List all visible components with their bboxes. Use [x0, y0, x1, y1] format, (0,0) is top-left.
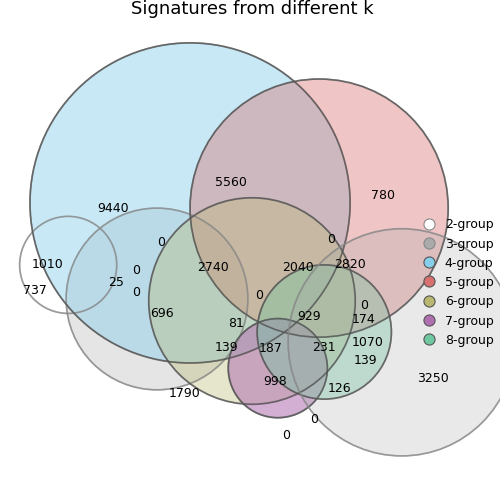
Text: 2740: 2740	[197, 262, 229, 275]
Text: 187: 187	[259, 342, 283, 355]
Text: 231: 231	[312, 341, 336, 354]
Text: 25: 25	[108, 276, 123, 289]
Text: 0: 0	[328, 232, 336, 245]
Text: 0: 0	[282, 429, 290, 442]
Circle shape	[20, 216, 117, 313]
Text: 139: 139	[214, 341, 238, 354]
Text: 81: 81	[229, 317, 244, 330]
Text: 1790: 1790	[169, 388, 201, 401]
Text: 2820: 2820	[334, 259, 366, 271]
Text: 0: 0	[133, 286, 140, 299]
Text: 998: 998	[263, 375, 287, 388]
Text: 737: 737	[23, 284, 47, 297]
Legend: 2-group, 3-group, 4-group, 5-group, 6-group, 7-group, 8-group: 2-group, 3-group, 4-group, 5-group, 6-gr…	[422, 218, 493, 347]
Circle shape	[190, 79, 448, 337]
Text: 929: 929	[297, 310, 321, 323]
Circle shape	[149, 198, 355, 404]
Circle shape	[288, 229, 504, 456]
Text: 174: 174	[352, 313, 375, 326]
Text: 0: 0	[310, 413, 318, 426]
Circle shape	[30, 43, 350, 363]
Text: 0: 0	[360, 299, 368, 311]
Circle shape	[257, 265, 392, 399]
Text: 9440: 9440	[97, 202, 129, 215]
Text: 780: 780	[371, 189, 395, 202]
Text: 3250: 3250	[417, 372, 449, 385]
Text: 0: 0	[255, 289, 263, 302]
Text: 1070: 1070	[352, 336, 384, 349]
Title: Signatures from different k: Signatures from different k	[131, 0, 373, 18]
Circle shape	[228, 319, 328, 418]
Text: 5560: 5560	[215, 176, 247, 189]
Text: 0: 0	[133, 264, 140, 277]
Text: 2040: 2040	[283, 262, 314, 275]
Text: 126: 126	[328, 383, 352, 395]
Text: 139: 139	[354, 354, 377, 367]
Text: 0: 0	[157, 236, 165, 248]
Text: 696: 696	[150, 307, 174, 320]
Text: 1010: 1010	[32, 259, 64, 271]
Circle shape	[66, 208, 248, 390]
